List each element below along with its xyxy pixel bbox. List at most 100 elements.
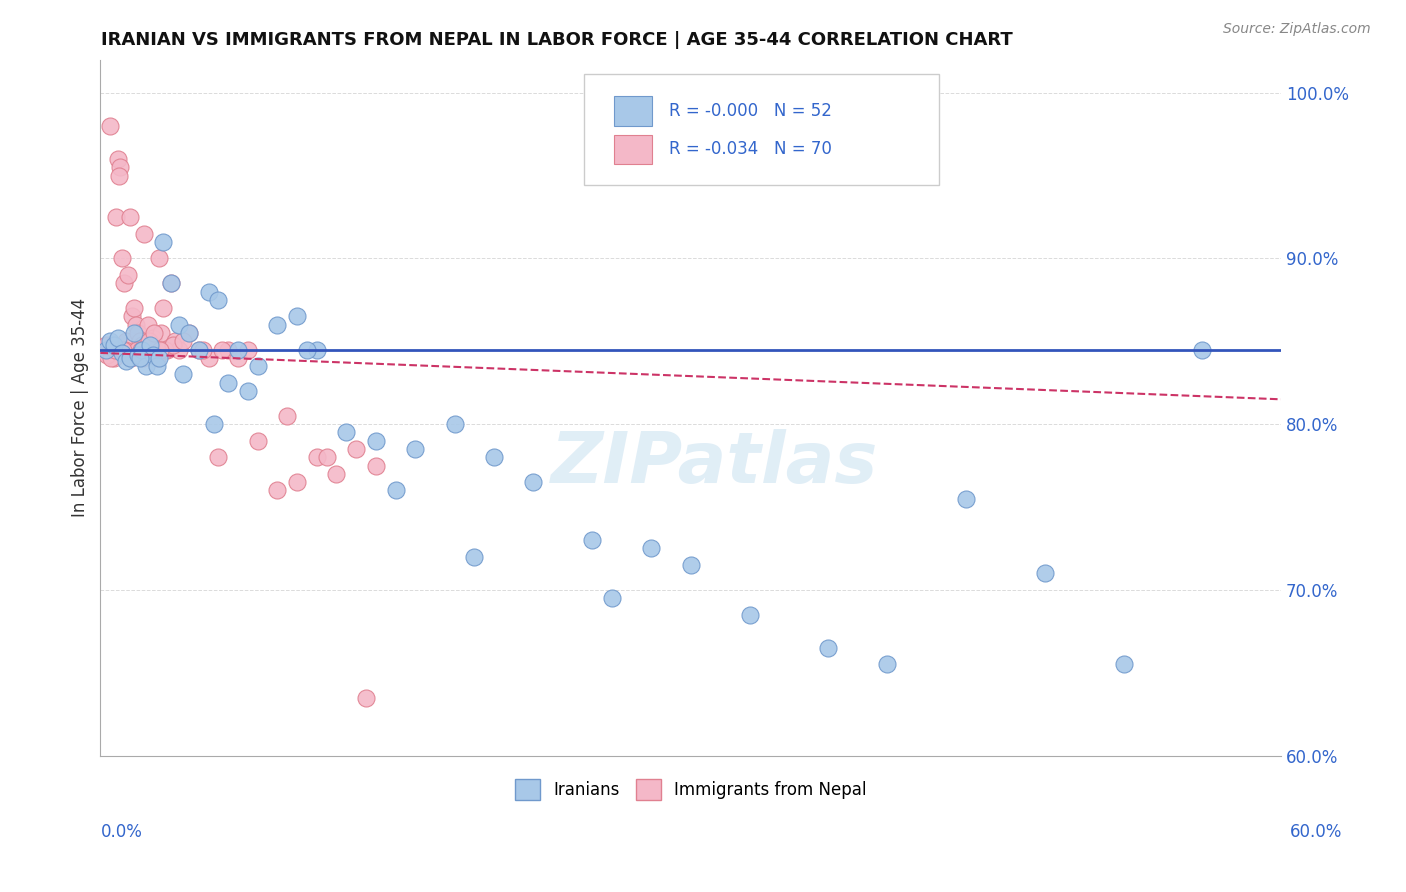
Point	[129, 343, 152, 357]
Point	[96, 347, 118, 361]
Text: ZIPatlas: ZIPatlas	[551, 429, 877, 498]
Point	[246, 434, 269, 448]
Point	[146, 359, 169, 374]
Point	[108, 169, 131, 183]
Point	[522, 475, 544, 490]
Point	[143, 326, 166, 340]
Point	[108, 161, 131, 175]
Point	[404, 442, 426, 456]
Point	[1191, 343, 1213, 357]
Point	[211, 343, 233, 357]
Point	[152, 301, 174, 315]
Point	[132, 227, 155, 241]
Point	[148, 351, 170, 365]
Point	[101, 346, 124, 360]
Point	[127, 347, 149, 361]
Point	[136, 318, 159, 332]
Point	[581, 533, 603, 548]
Point	[197, 285, 219, 299]
Point	[187, 343, 209, 357]
Point	[876, 657, 898, 672]
Point	[266, 483, 288, 498]
Point	[107, 331, 129, 345]
Point	[191, 343, 214, 357]
Point	[204, 417, 226, 432]
Text: R = -0.034   N = 70: R = -0.034 N = 70	[669, 140, 832, 159]
Point	[111, 252, 134, 266]
Point	[162, 337, 184, 351]
Point	[138, 334, 160, 349]
Point	[172, 368, 194, 382]
Point	[679, 558, 702, 572]
Point	[117, 268, 139, 282]
Point	[325, 467, 347, 481]
Point	[104, 343, 127, 357]
Point	[135, 343, 157, 357]
Point	[354, 690, 377, 705]
Point	[131, 343, 153, 357]
Text: Source: ZipAtlas.com: Source: ZipAtlas.com	[1223, 22, 1371, 37]
Point	[131, 337, 153, 351]
FancyBboxPatch shape	[614, 135, 652, 164]
Point	[1112, 657, 1135, 672]
Point	[738, 607, 761, 622]
Point	[217, 343, 239, 357]
Point	[160, 277, 183, 291]
Text: IRANIAN VS IMMIGRANTS FROM NEPAL IN LABOR FORCE | AGE 35-44 CORRELATION CHART: IRANIAN VS IMMIGRANTS FROM NEPAL IN LABO…	[101, 31, 1012, 49]
Point	[114, 343, 136, 357]
Point	[118, 210, 141, 224]
Text: 60.0%: 60.0%	[1291, 822, 1343, 840]
Point	[150, 326, 173, 340]
Point	[120, 351, 142, 365]
Point	[443, 417, 465, 432]
Point	[107, 152, 129, 166]
Point	[127, 326, 149, 340]
Point	[142, 347, 165, 361]
Point	[177, 326, 200, 340]
Point	[128, 334, 150, 349]
FancyBboxPatch shape	[585, 73, 939, 185]
Point	[148, 252, 170, 266]
Point	[121, 310, 143, 324]
Point	[207, 450, 229, 465]
Point	[125, 318, 148, 332]
Point	[364, 458, 387, 473]
Text: R = -0.000   N = 52: R = -0.000 N = 52	[669, 102, 832, 120]
Point	[236, 384, 259, 398]
Point	[156, 343, 179, 357]
Point	[335, 425, 357, 440]
Point	[600, 591, 623, 606]
Point	[187, 343, 209, 357]
Point	[103, 351, 125, 365]
Point	[1033, 566, 1056, 581]
Point	[236, 343, 259, 357]
Point	[93, 343, 115, 357]
Point	[226, 343, 249, 357]
Point	[103, 337, 125, 351]
Point	[266, 318, 288, 332]
Point	[315, 450, 337, 465]
Point	[149, 343, 172, 357]
Point	[98, 119, 121, 133]
Point	[145, 343, 167, 357]
Point	[141, 337, 163, 351]
Point	[207, 293, 229, 307]
Point	[172, 334, 194, 349]
Point	[217, 376, 239, 390]
Point	[285, 475, 308, 490]
Point	[160, 277, 183, 291]
Point	[640, 541, 662, 556]
Point	[118, 351, 141, 365]
Point	[817, 640, 839, 655]
Point	[167, 343, 190, 357]
Point	[96, 337, 118, 351]
Point	[226, 351, 249, 365]
Point	[165, 334, 187, 349]
Point	[305, 450, 328, 465]
Point	[305, 343, 328, 357]
Point	[142, 331, 165, 345]
Point	[97, 343, 120, 357]
Y-axis label: In Labor Force | Age 35-44: In Labor Force | Age 35-44	[72, 298, 89, 517]
Point	[115, 354, 138, 368]
Point	[111, 343, 134, 357]
